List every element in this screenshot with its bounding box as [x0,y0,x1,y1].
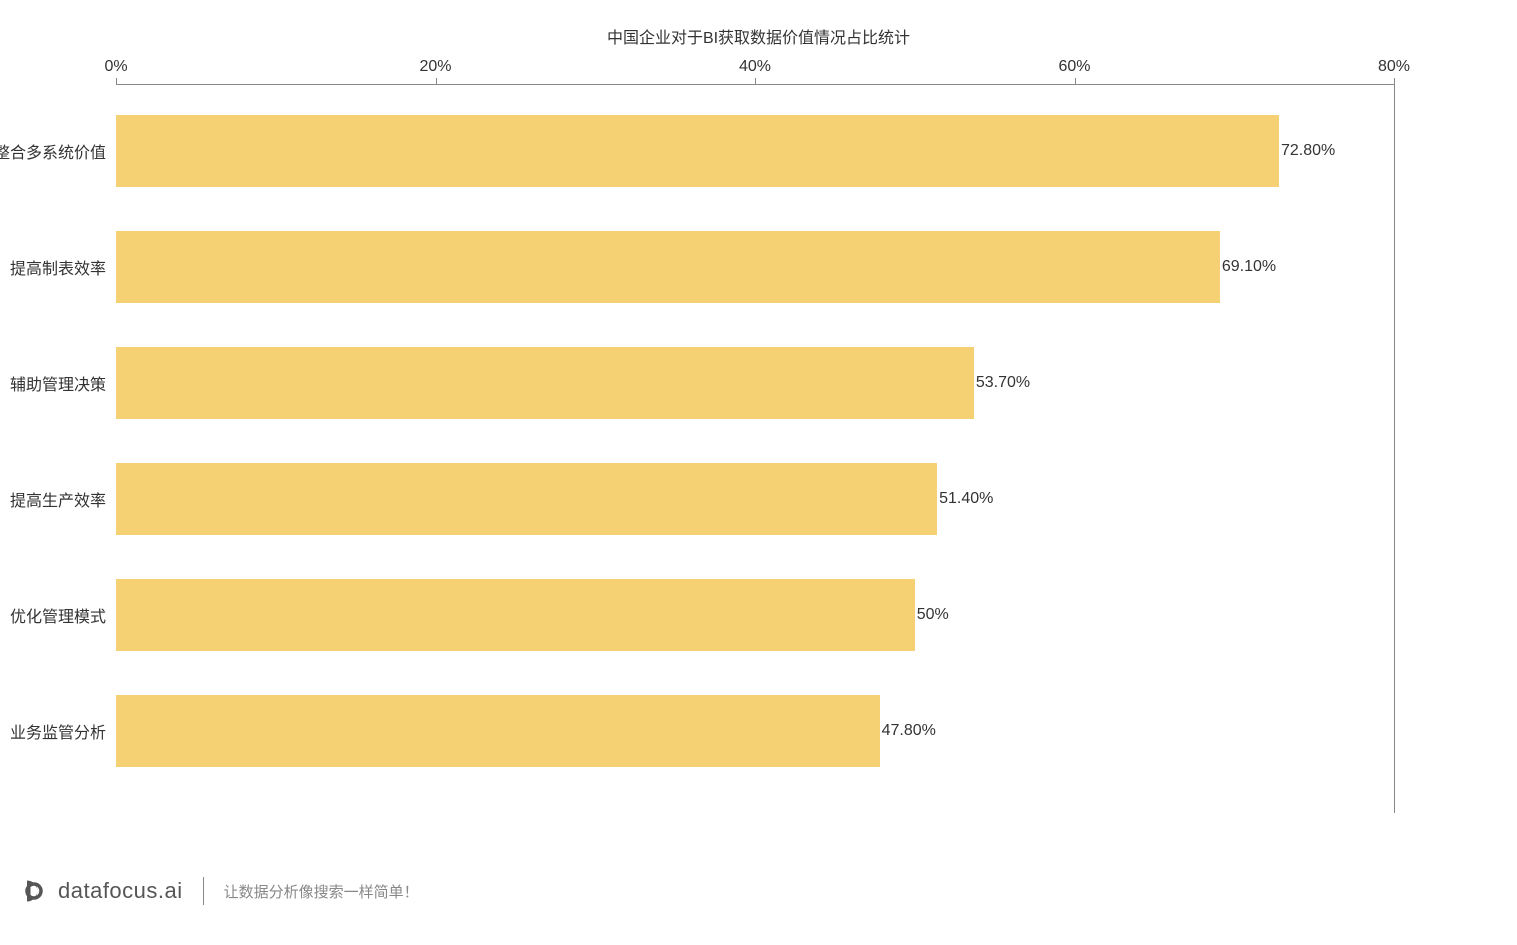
x-tick-mark [116,78,117,85]
y-category-label: 辅助管理决策 [10,371,116,395]
bar-value-label: 69.10% [1222,258,1276,276]
bar: 47.80% [116,695,880,767]
x-tick-label: 0% [104,58,127,76]
plot-right-border [1394,85,1395,813]
chart-title: 中国企业对于BI获取数据价值情况占比统计 [0,24,1517,48]
bar: 72.80% [116,115,1279,187]
x-tick-label: 60% [1058,58,1090,76]
logo-text: datafocus.ai [58,878,183,904]
x-tick-label: 80% [1378,58,1410,76]
footer: datafocus.ai 让数据分析像搜索一样简单！ [20,877,419,905]
x-tick-mark [1394,78,1395,85]
bar-value-label: 47.80% [882,722,936,740]
y-category-label: 提高制表效率 [10,255,116,279]
bar-value-label: 53.70% [976,374,1030,392]
x-tick-label: 40% [739,58,771,76]
x-tick-label: 20% [419,58,451,76]
bar-value-label: 72.80% [1281,142,1335,160]
bar: 53.70% [116,347,974,419]
bar: 69.10% [116,231,1220,303]
plot-area: 0%20%40%60%80%72.80%整合多系统价值69.10%提高制表效率5… [116,85,1394,813]
x-tick-mark [755,78,756,85]
bar: 50% [116,579,915,651]
footer-divider [203,877,204,905]
bar: 51.40% [116,463,937,535]
y-category-label: 业务监管分析 [10,719,116,743]
footer-slogan: 让数据分析像搜索一样简单！ [224,881,419,902]
x-tick-mark [436,78,437,85]
y-category-label: 优化管理模式 [10,603,116,627]
logo: datafocus.ai [20,877,183,905]
x-tick-mark [1075,78,1076,85]
y-category-label: 提高生产效率 [10,487,116,511]
bar-value-label: 51.40% [939,490,993,508]
datafocus-logo-icon [20,877,48,905]
y-category-label: 整合多系统价值 [0,139,116,163]
bar-value-label: 50% [917,606,949,624]
chart-container: 中国企业对于BI获取数据价值情况占比统计 0%20%40%60%80%72.80… [0,0,1517,945]
